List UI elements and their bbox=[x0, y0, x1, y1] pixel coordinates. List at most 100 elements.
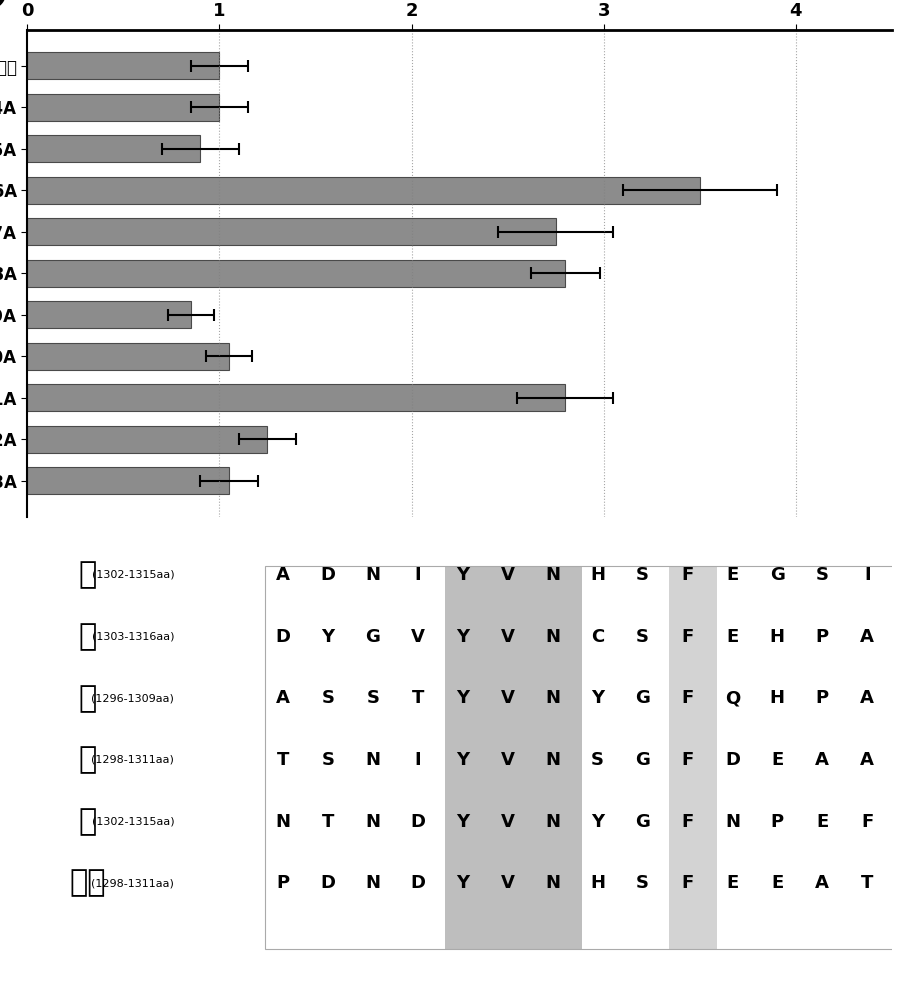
Text: H: H bbox=[770, 628, 784, 646]
Text: N: N bbox=[545, 751, 560, 769]
Text: F: F bbox=[682, 874, 693, 892]
Text: V: V bbox=[501, 751, 514, 769]
Text: D: D bbox=[276, 628, 290, 646]
Text: S: S bbox=[815, 566, 829, 584]
Text: F: F bbox=[682, 751, 693, 769]
Text: N: N bbox=[545, 689, 560, 707]
Text: N: N bbox=[365, 874, 380, 892]
Text: P: P bbox=[277, 874, 289, 892]
Text: E: E bbox=[726, 628, 739, 646]
Text: G: G bbox=[635, 689, 650, 707]
Text: H: H bbox=[770, 689, 784, 707]
Text: N: N bbox=[545, 566, 560, 584]
Text: Y: Y bbox=[456, 689, 470, 707]
Text: (1302-1315aa): (1302-1315aa) bbox=[92, 817, 175, 827]
Text: I: I bbox=[414, 566, 421, 584]
Text: D: D bbox=[410, 813, 425, 831]
Text: F: F bbox=[861, 813, 874, 831]
Text: Y: Y bbox=[321, 628, 334, 646]
Text: G: G bbox=[635, 751, 650, 769]
Text: Y: Y bbox=[456, 566, 470, 584]
Text: C: C bbox=[591, 628, 604, 646]
Text: D: D bbox=[0, 0, 8, 20]
Text: (1298-1311aa): (1298-1311aa) bbox=[91, 755, 175, 765]
Text: (1302-1315aa): (1302-1315aa) bbox=[92, 570, 175, 580]
Bar bbox=[27, 260, 565, 287]
Text: S: S bbox=[636, 874, 649, 892]
Text: E: E bbox=[726, 566, 739, 584]
Text: E: E bbox=[816, 813, 828, 831]
Text: D: D bbox=[725, 751, 740, 769]
Text: A: A bbox=[276, 566, 289, 584]
Bar bbox=[27, 94, 219, 121]
Bar bbox=[27, 301, 190, 328]
Text: A: A bbox=[860, 689, 875, 707]
Text: S: S bbox=[636, 566, 649, 584]
Text: A: A bbox=[815, 751, 829, 769]
Text: N: N bbox=[365, 566, 380, 584]
FancyBboxPatch shape bbox=[670, 566, 717, 949]
Text: 人: 人 bbox=[78, 560, 97, 589]
Text: 鼠: 鼠 bbox=[78, 807, 97, 836]
Text: A: A bbox=[860, 628, 875, 646]
Text: T: T bbox=[277, 751, 289, 769]
Text: V: V bbox=[501, 566, 514, 584]
Text: N: N bbox=[545, 813, 560, 831]
FancyBboxPatch shape bbox=[445, 566, 492, 949]
Bar bbox=[27, 52, 219, 79]
Bar bbox=[27, 467, 229, 494]
Bar bbox=[27, 343, 229, 370]
Text: (1298-1311aa): (1298-1311aa) bbox=[91, 878, 175, 888]
Text: G: G bbox=[770, 566, 784, 584]
Bar bbox=[27, 135, 200, 162]
Text: D: D bbox=[320, 566, 335, 584]
Text: F: F bbox=[682, 689, 693, 707]
Text: Y: Y bbox=[456, 813, 470, 831]
Text: 仓鼠: 仓鼠 bbox=[69, 869, 106, 898]
Text: V: V bbox=[501, 813, 514, 831]
Text: 牛: 牛 bbox=[78, 622, 97, 651]
Text: E: E bbox=[726, 874, 739, 892]
Text: Y: Y bbox=[456, 628, 470, 646]
Text: 犬: 犬 bbox=[78, 684, 97, 713]
Text: H: H bbox=[590, 566, 605, 584]
Text: N: N bbox=[725, 813, 740, 831]
Text: T: T bbox=[321, 813, 334, 831]
Text: V: V bbox=[501, 628, 514, 646]
Text: S: S bbox=[321, 689, 334, 707]
Bar bbox=[27, 426, 268, 453]
Text: N: N bbox=[276, 813, 290, 831]
Text: (1303-1316aa): (1303-1316aa) bbox=[92, 632, 175, 642]
Text: Q: Q bbox=[724, 689, 740, 707]
Text: A: A bbox=[815, 874, 829, 892]
Text: Y: Y bbox=[456, 874, 470, 892]
Text: G: G bbox=[365, 628, 380, 646]
Text: I: I bbox=[864, 566, 871, 584]
Text: N: N bbox=[545, 628, 560, 646]
Text: P: P bbox=[771, 813, 784, 831]
Text: F: F bbox=[682, 813, 693, 831]
Bar bbox=[27, 177, 700, 204]
Text: H: H bbox=[590, 874, 605, 892]
Text: T: T bbox=[411, 689, 424, 707]
Text: N: N bbox=[365, 813, 380, 831]
Bar bbox=[27, 218, 556, 245]
Text: V: V bbox=[410, 628, 425, 646]
Bar bbox=[27, 384, 565, 411]
Text: N: N bbox=[365, 751, 380, 769]
FancyBboxPatch shape bbox=[490, 566, 537, 949]
Text: S: S bbox=[591, 751, 604, 769]
Text: V: V bbox=[501, 874, 514, 892]
Text: S: S bbox=[366, 689, 379, 707]
Text: I: I bbox=[414, 751, 421, 769]
Text: F: F bbox=[682, 566, 693, 584]
Text: 兔: 兔 bbox=[78, 745, 97, 774]
Text: P: P bbox=[815, 628, 829, 646]
Text: S: S bbox=[321, 751, 334, 769]
FancyBboxPatch shape bbox=[534, 566, 581, 949]
Text: G: G bbox=[635, 813, 650, 831]
Text: (1296-1309aa): (1296-1309aa) bbox=[91, 693, 175, 703]
Text: D: D bbox=[410, 874, 425, 892]
Text: Y: Y bbox=[456, 751, 470, 769]
Text: E: E bbox=[771, 874, 784, 892]
